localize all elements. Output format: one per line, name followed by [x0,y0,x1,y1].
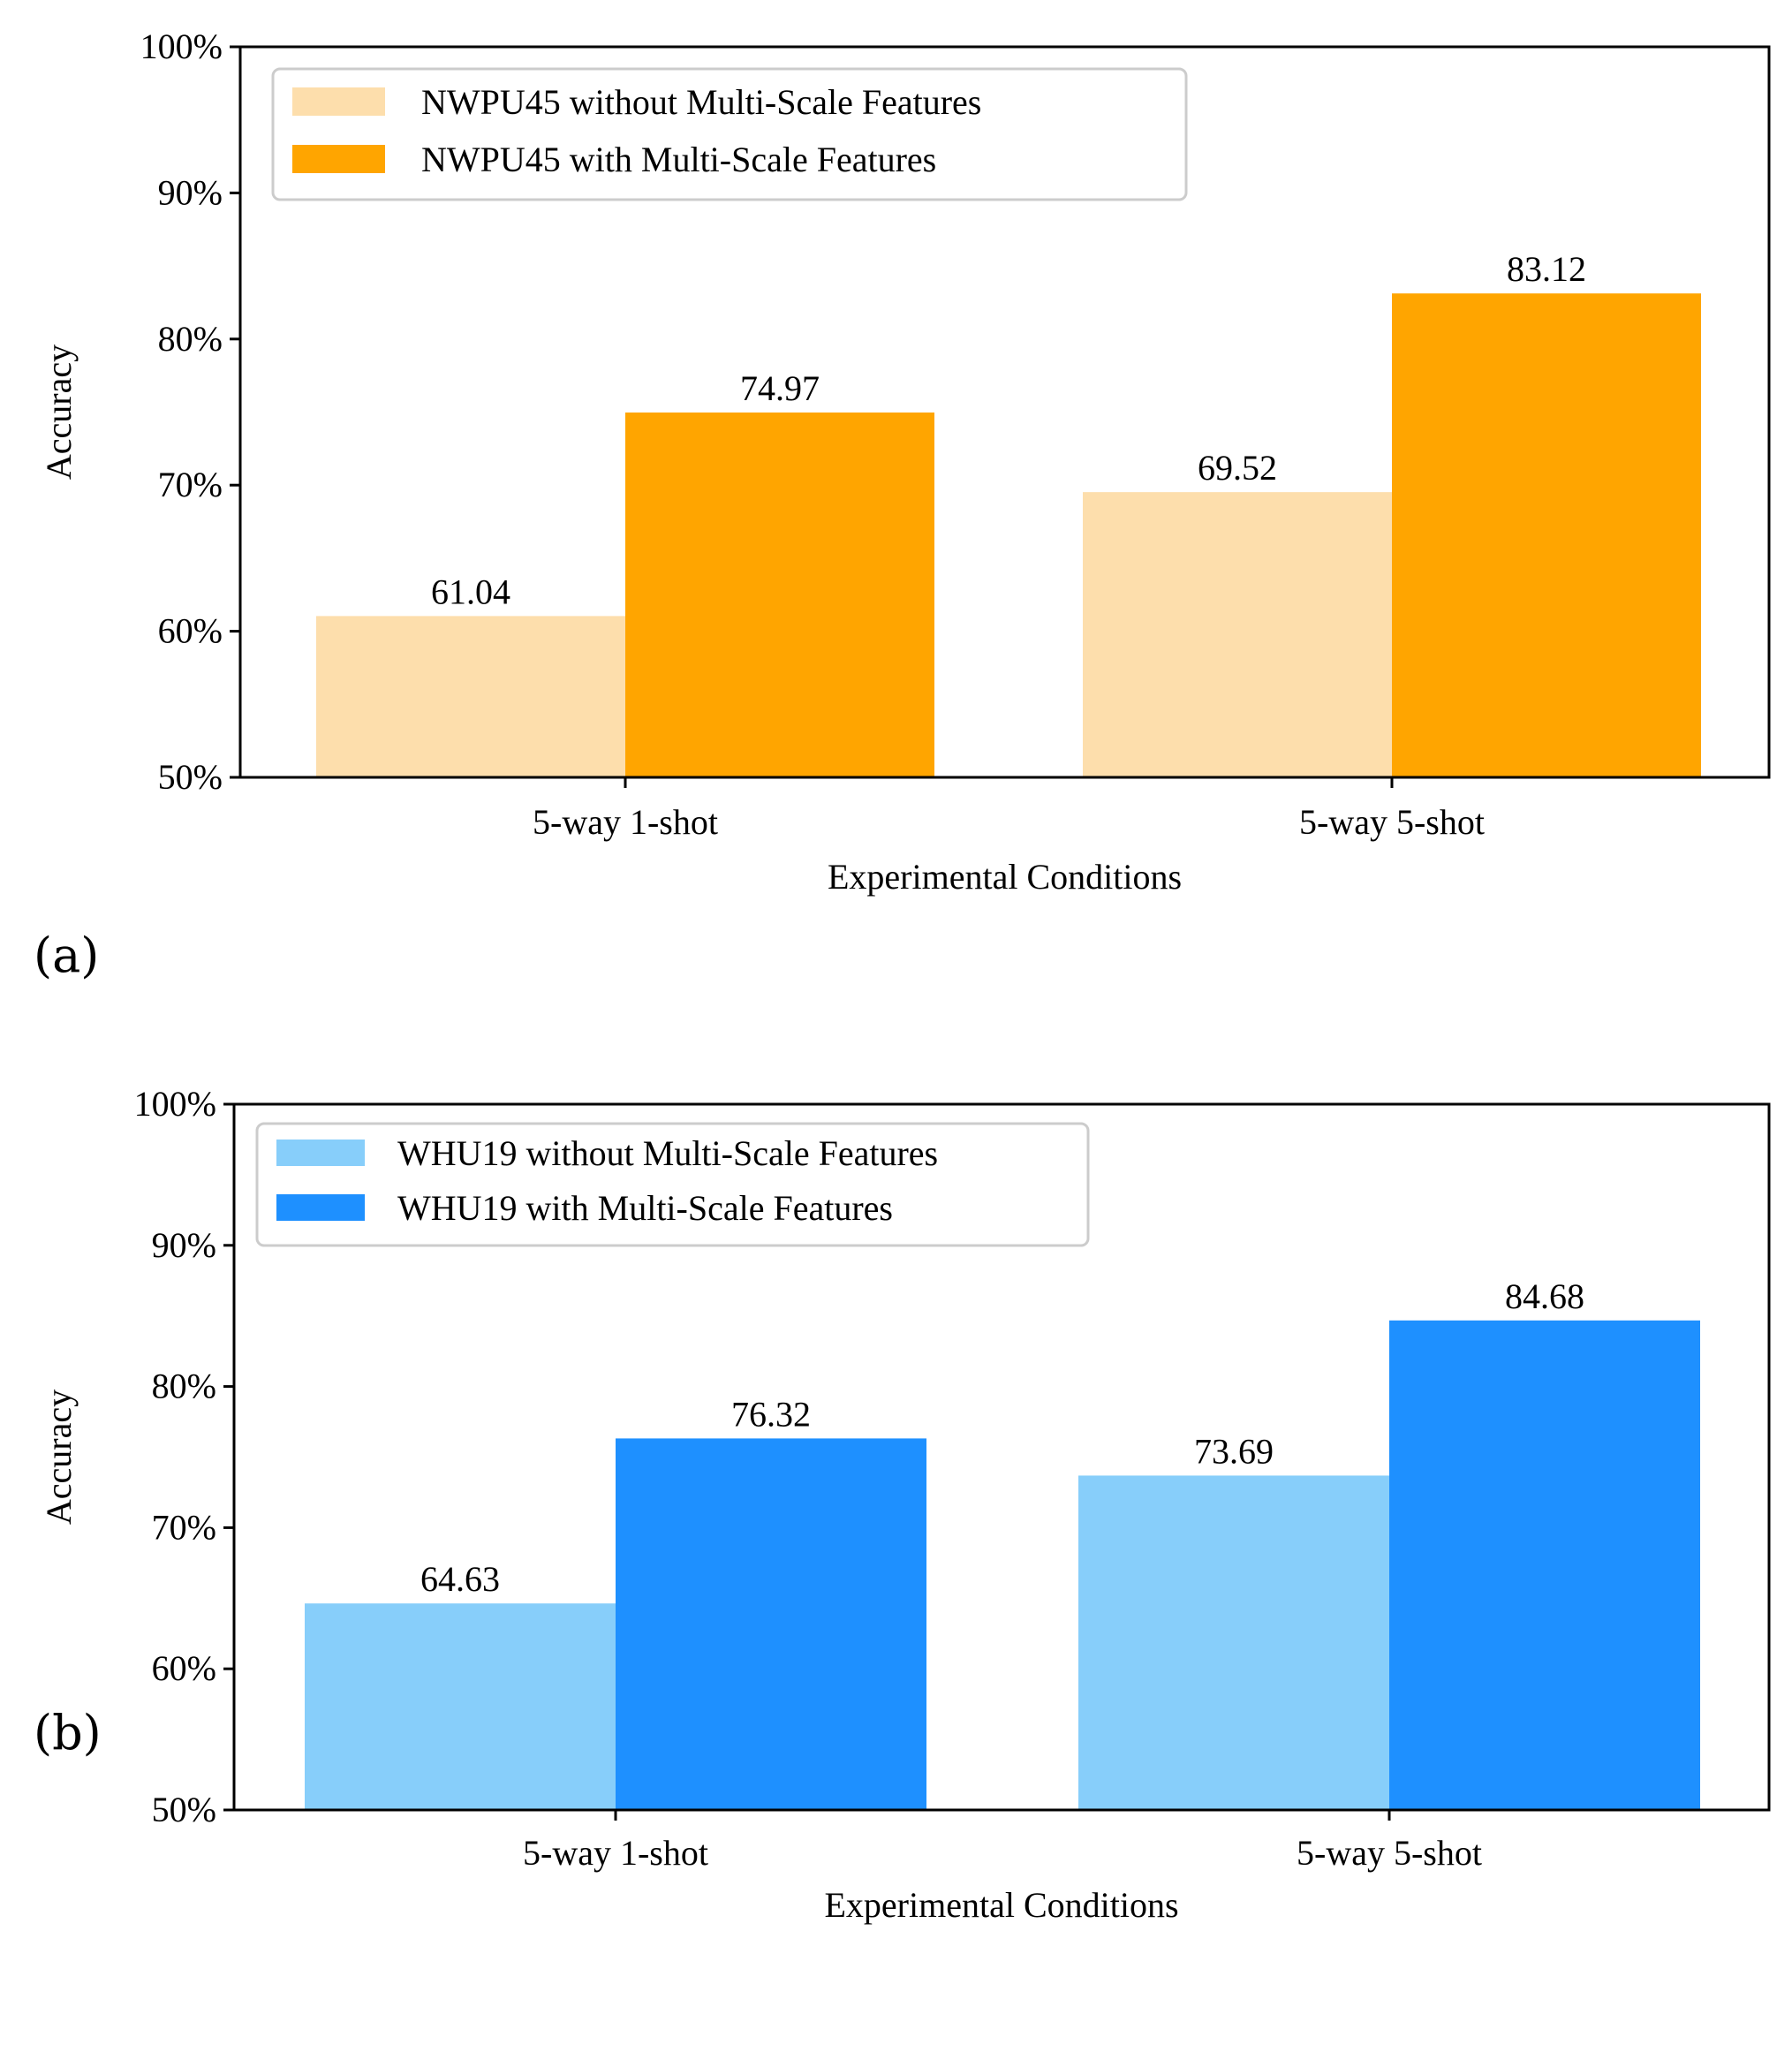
x-tick-label: 5-way 1-shot [523,1833,708,1873]
panel-label-a: (a) [34,928,100,983]
y-tick-label: 50% [152,1790,216,1829]
y-tick-label: 80% [152,1367,216,1406]
bar [316,616,625,777]
chart-a: 61.04 69.52 74.97 83.12 50% 60% 70% 80% 90% 100% 5… [39,27,1771,897]
plot-frame [238,45,1771,779]
legend-label: NWPU45 without Multi-Scale Features [421,82,981,122]
y-axis-label: Accuracy [39,1389,79,1525]
bar [1392,293,1701,777]
y-tick-label: 70% [158,465,223,504]
bar-value-label: 76.32 [731,1394,811,1434]
legend-label: NWPU45 with Multi-Scale Features [421,140,936,179]
bar [305,1603,616,1810]
bar-value-label: 74.97 [740,368,820,408]
bar-value-label: 61.04 [431,572,510,611]
x-axis-label: Experimental Conditions [824,1885,1178,1925]
legend-frame [271,67,1188,201]
y-tick-label: 90% [152,1225,216,1265]
y-tick-label: 80% [158,319,223,359]
y-tick-label: 90% [158,172,223,212]
y-tick-label: 100% [134,1084,216,1124]
x-tick-label: 5-way 5-shot [1297,1833,1482,1873]
legend-swatch [276,1140,365,1166]
legend: NWPU45 without Multi-Scale Features NWPU4… [271,67,1188,201]
panel-label-b: (b) [34,1705,102,1760]
y-tick-label: 100% [140,27,223,66]
plot-frame [232,1102,1771,1812]
y-axis-label: Accuracy [39,345,79,480]
legend-swatch [276,1194,365,1221]
legend-swatch [292,145,385,173]
bar [616,1438,926,1810]
y-tick-label: 70% [152,1507,216,1547]
bar [1078,1475,1389,1810]
bar [1389,1320,1700,1810]
x-tick-label: 5-way 1-shot [533,802,718,842]
legend-label: WHU19 with Multi-Scale Features [397,1188,893,1228]
y-tick-label: 60% [152,1648,216,1688]
bar-value-label: 69.52 [1198,448,1277,488]
y-tick-label: 50% [158,757,223,797]
bar-value-label: 64.63 [420,1559,500,1599]
x-axis-label: Experimental Conditions [828,857,1182,897]
bar [1083,492,1392,777]
y-tick-label: 60% [158,611,223,651]
legend-label: WHU19 without Multi-Scale Features [397,1133,938,1173]
x-tick-label: 5-way 5-shot [1299,802,1485,842]
bar-value-label: 73.69 [1194,1431,1274,1471]
chart-b: 64.63 73.69 76.32 84.68 50% 60% 70% 80% 90% 100% 5… [39,1084,1771,1925]
bar-value-label: 84.68 [1505,1276,1584,1316]
bar [625,412,934,777]
legend-swatch [292,87,385,116]
legend-frame [255,1122,1090,1247]
bar-value-label: 83.12 [1507,249,1586,289]
legend: WHU19 without Multi-Scale Features WHU19 … [255,1122,1090,1247]
